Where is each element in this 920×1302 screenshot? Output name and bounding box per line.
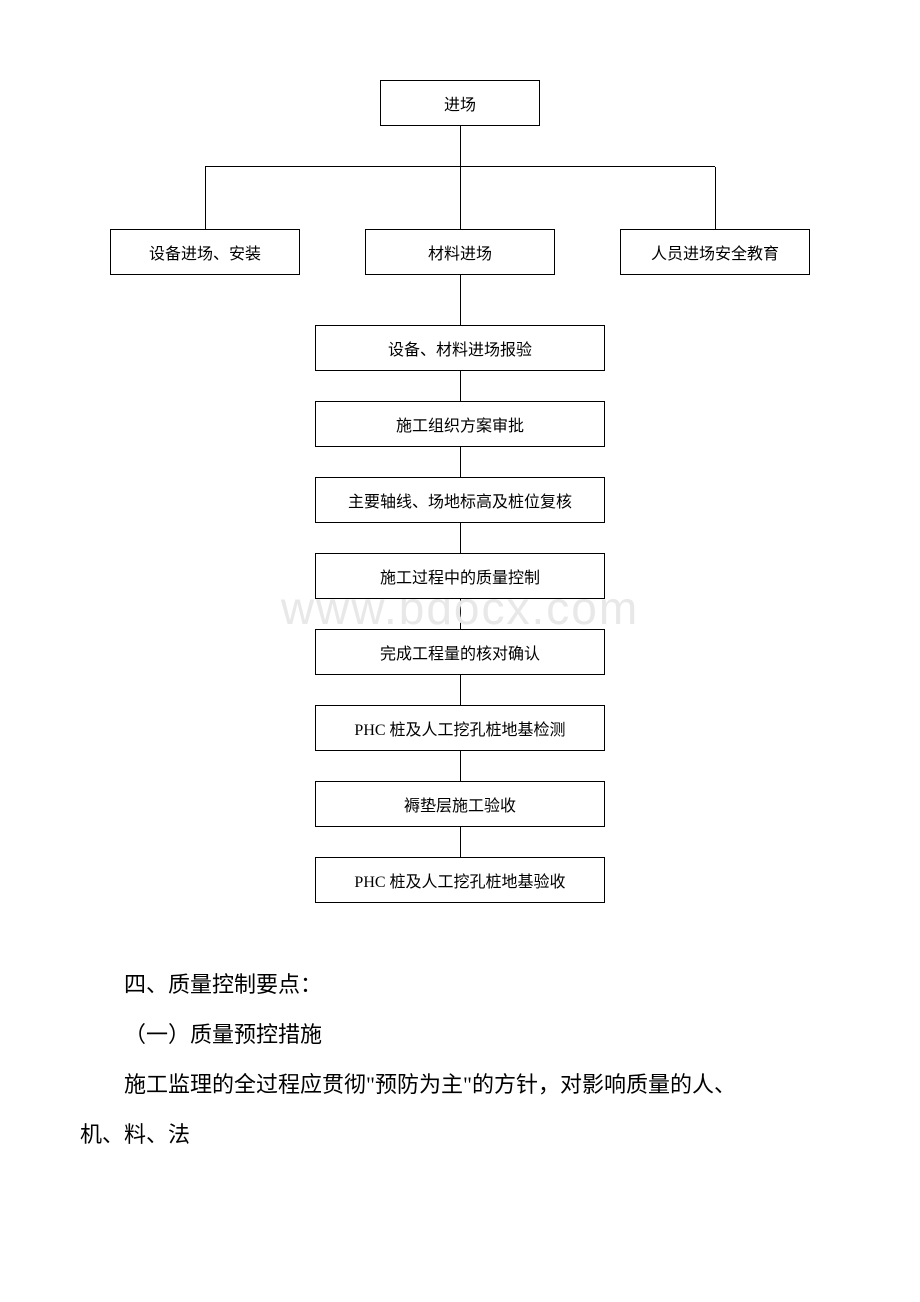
paragraph-line-1: 施工监理的全过程应贯彻"预防为主"的方针，对影响质量的人、 bbox=[80, 1063, 840, 1107]
flow-center-column: 设备、材料进场报验 施工组织方案审批 主要轴线、场地标高及桩位复核 施工过程中的… bbox=[110, 275, 810, 903]
branch-left: 设备进场、安装 bbox=[110, 167, 300, 275]
branch-hline bbox=[110, 166, 810, 167]
node-phc-detection: PHC 桩及人工挖孔桩地基检测 bbox=[315, 705, 605, 751]
node-plan-approval: 施工组织方案审批 bbox=[315, 401, 605, 447]
connector-v bbox=[460, 447, 461, 477]
connector-v bbox=[460, 827, 461, 857]
branch-center: 材料进场 bbox=[365, 167, 555, 275]
connector-v bbox=[205, 167, 206, 229]
connector-v bbox=[460, 167, 461, 229]
heading-4: 四、质量控制要点： bbox=[80, 963, 840, 1007]
flow-row-1: 进场 bbox=[110, 80, 810, 126]
connector-v bbox=[460, 523, 461, 553]
branch-right: 人员进场安全教育 bbox=[620, 167, 810, 275]
node-quantity-confirm: 完成工程量的核对确认 bbox=[315, 629, 605, 675]
connector-v bbox=[715, 167, 716, 229]
connector-v bbox=[460, 371, 461, 401]
node-phc-acceptance: PHC 桩及人工挖孔桩地基验收 bbox=[315, 857, 605, 903]
node-cushion-acceptance: 褥垫层施工验收 bbox=[315, 781, 605, 827]
node-equipment-install: 设备进场、安装 bbox=[110, 229, 300, 275]
node-material-entry: 材料进场 bbox=[365, 229, 555, 275]
paragraph-line-2: 机、料、法 bbox=[80, 1113, 840, 1157]
node-entry: 进场 bbox=[380, 80, 540, 126]
connector-v bbox=[460, 675, 461, 705]
body-text-section: 四、质量控制要点： （一）质量预控措施 施工监理的全过程应贯彻"预防为主"的方针… bbox=[40, 963, 880, 1157]
node-inspection-report: 设备、材料进场报验 bbox=[315, 325, 605, 371]
subheading-1: （一）质量预控措施 bbox=[80, 1013, 840, 1057]
flowchart-container: 进场 设备进场、安装 材料进场 人员进场安全教育 设备、材料进场报验 施工组织方… bbox=[110, 80, 810, 903]
connector-v bbox=[460, 599, 461, 629]
node-safety-training: 人员进场安全教育 bbox=[620, 229, 810, 275]
node-quality-control: 施工过程中的质量控制 bbox=[315, 553, 605, 599]
node-axis-review: 主要轴线、场地标高及桩位复核 bbox=[315, 477, 605, 523]
connector-v bbox=[460, 126, 461, 166]
connector-v bbox=[460, 751, 461, 781]
flow-row-2: 设备进场、安装 材料进场 人员进场安全教育 bbox=[110, 167, 810, 275]
node-wrapper: 施工过程中的质量控制 www.bdocx.com bbox=[110, 553, 810, 599]
connector-v bbox=[460, 275, 461, 325]
